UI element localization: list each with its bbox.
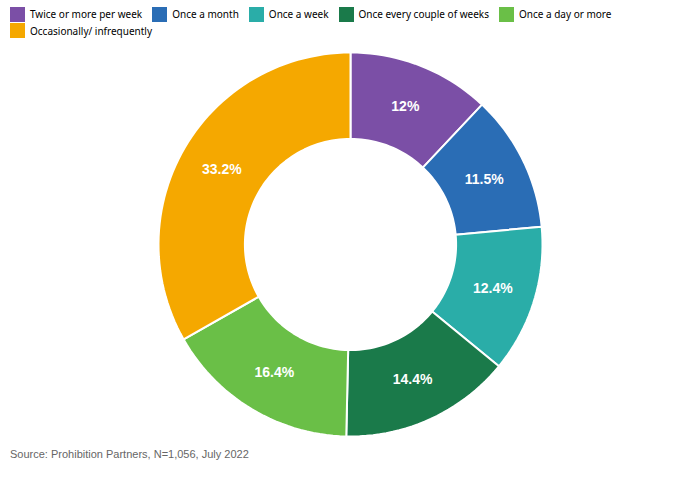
svg-text:11.5%: 11.5% [465,171,504,187]
html-text:Twice or more per week: Twice or more per week [30,7,143,22]
html-text:Source: Prohibition Partners,: Source: Prohibition Partners, N=1,056, J… [10,448,249,460]
svg-text:14.4%: 14.4% [393,371,433,387]
html-text:Once a month: Once a month [172,7,239,22]
svg-text:16.4%: 16.4% [254,364,294,380]
html-text:Once a day or more: Once a day or more [519,7,612,22]
html-text:Occasionally/ infrequently: Occasionally/ infrequently [30,23,152,38]
html-text:Once a week: Once a week [268,7,329,22]
svg-text:12.4%: 12.4% [473,280,513,296]
svg-text:33.2%: 33.2% [202,161,242,177]
svg-text:12%: 12% [391,98,420,114]
html-text:Once every couple of weeks: Once every couple of weeks [358,7,489,22]
